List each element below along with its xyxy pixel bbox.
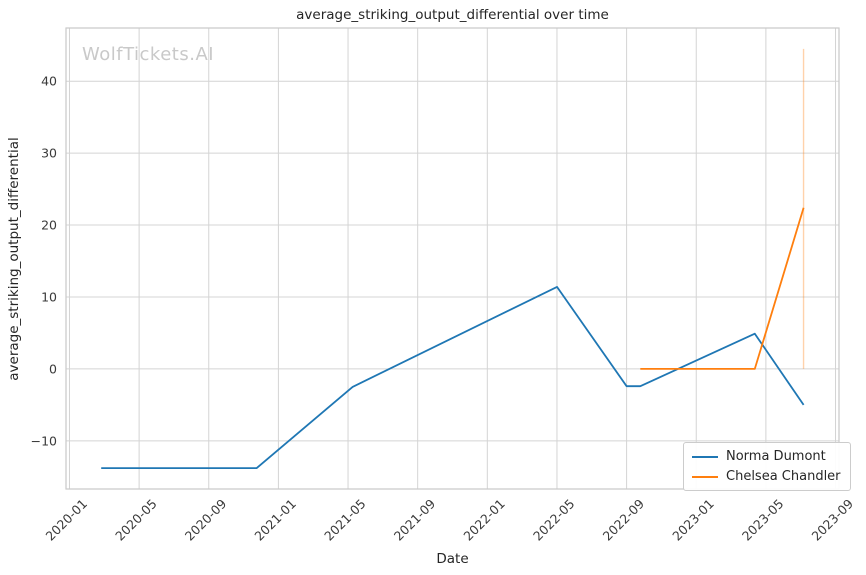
y-tick-label: 40 bbox=[41, 74, 57, 89]
x-tick-label: 2020-01 bbox=[43, 496, 91, 544]
y-axis-label: average_striking_output_differential bbox=[6, 137, 22, 381]
x-tick-label: 2023-09 bbox=[809, 496, 857, 544]
x-axis-label: Date bbox=[436, 551, 469, 567]
legend-line-swatch-orange bbox=[692, 475, 718, 478]
legend-label: Norma Dumont bbox=[726, 449, 826, 464]
y-tick-label: 30 bbox=[41, 146, 57, 161]
y-tick-label: −10 bbox=[31, 433, 57, 448]
plot-border bbox=[65, 27, 840, 490]
series-line-norma-dumont bbox=[101, 285, 805, 470]
legend-label: Chelsea Chandler bbox=[726, 469, 841, 484]
x-tick-label: 2022-05 bbox=[530, 496, 578, 544]
legend: Norma Dumont Chelsea Chandler bbox=[683, 442, 851, 491]
series-line-chelsea-chandler bbox=[640, 207, 805, 370]
x-tick-label: 2022-09 bbox=[600, 496, 648, 544]
watermark: WolfTickets.AI bbox=[82, 44, 215, 65]
x-tick-label: 2020-09 bbox=[182, 496, 230, 544]
x-tick-label: 2022-01 bbox=[460, 496, 508, 544]
x-tick-label: 2021-05 bbox=[321, 496, 369, 544]
x-tick-label: 2023-01 bbox=[669, 496, 717, 544]
legend-item-norma-dumont: Norma Dumont bbox=[692, 448, 841, 465]
x-tick-label: 2021-01 bbox=[251, 496, 299, 544]
y-tick-label: 0 bbox=[49, 361, 57, 376]
chart-title: average_striking_output_differential ove… bbox=[296, 7, 609, 23]
x-tick-label: 2020-05 bbox=[112, 496, 160, 544]
x-tick-label: 2021-09 bbox=[391, 496, 439, 544]
y-tick-label: 10 bbox=[41, 289, 57, 304]
legend-line-swatch-blue bbox=[692, 455, 718, 458]
legend-item-chelsea-chandler: Chelsea Chandler bbox=[692, 468, 841, 485]
y-tick-label: 20 bbox=[41, 218, 57, 233]
x-tick-label: 2023-05 bbox=[739, 496, 787, 544]
